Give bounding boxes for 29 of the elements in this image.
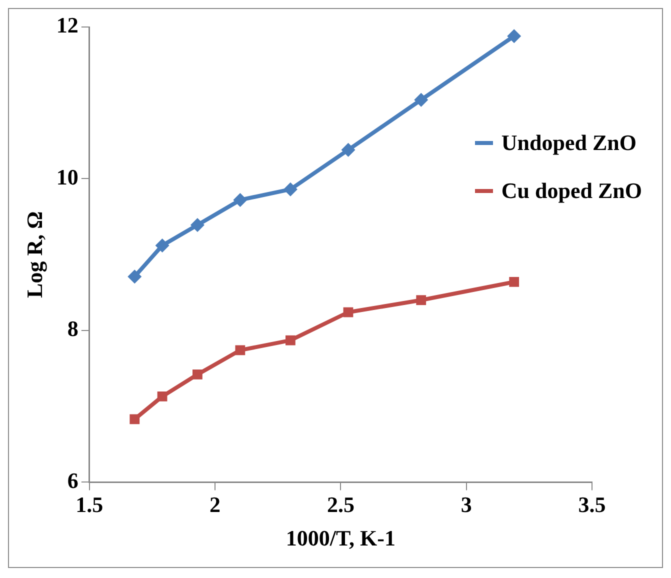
- y-tick-label: 6: [67, 468, 78, 493]
- point: [507, 29, 522, 44]
- point: [130, 414, 140, 424]
- point: [235, 345, 246, 356]
- y-tick-label: 10: [56, 164, 78, 190]
- x-tick-label: 3: [460, 492, 472, 518]
- legend-label: Undoped ZnO: [501, 129, 636, 157]
- point: [233, 192, 248, 207]
- point: [128, 270, 142, 284]
- point: [283, 182, 298, 196]
- point: [414, 92, 428, 107]
- y-tick-label: 8: [67, 316, 78, 342]
- point: [157, 392, 168, 402]
- point: [192, 370, 202, 380]
- x-tick-label: 2.5: [326, 492, 354, 518]
- y-axis-title: Log R, Ω: [22, 211, 47, 298]
- point: [343, 307, 354, 318]
- point: [509, 276, 520, 287]
- x-tick-label: 1.5: [76, 492, 104, 518]
- legend-label: Cu doped ZnO: [501, 177, 642, 205]
- point: [341, 142, 356, 157]
- x-tick-label: 3.5: [578, 492, 606, 518]
- y-tick-label: 12: [56, 12, 78, 38]
- point: [285, 335, 296, 346]
- point: [416, 295, 426, 306]
- x-tick-label: 2: [210, 492, 221, 518]
- point: [155, 238, 170, 252]
- point: [190, 218, 204, 232]
- x-axis-title: 1000/T, K-1: [286, 525, 396, 550]
